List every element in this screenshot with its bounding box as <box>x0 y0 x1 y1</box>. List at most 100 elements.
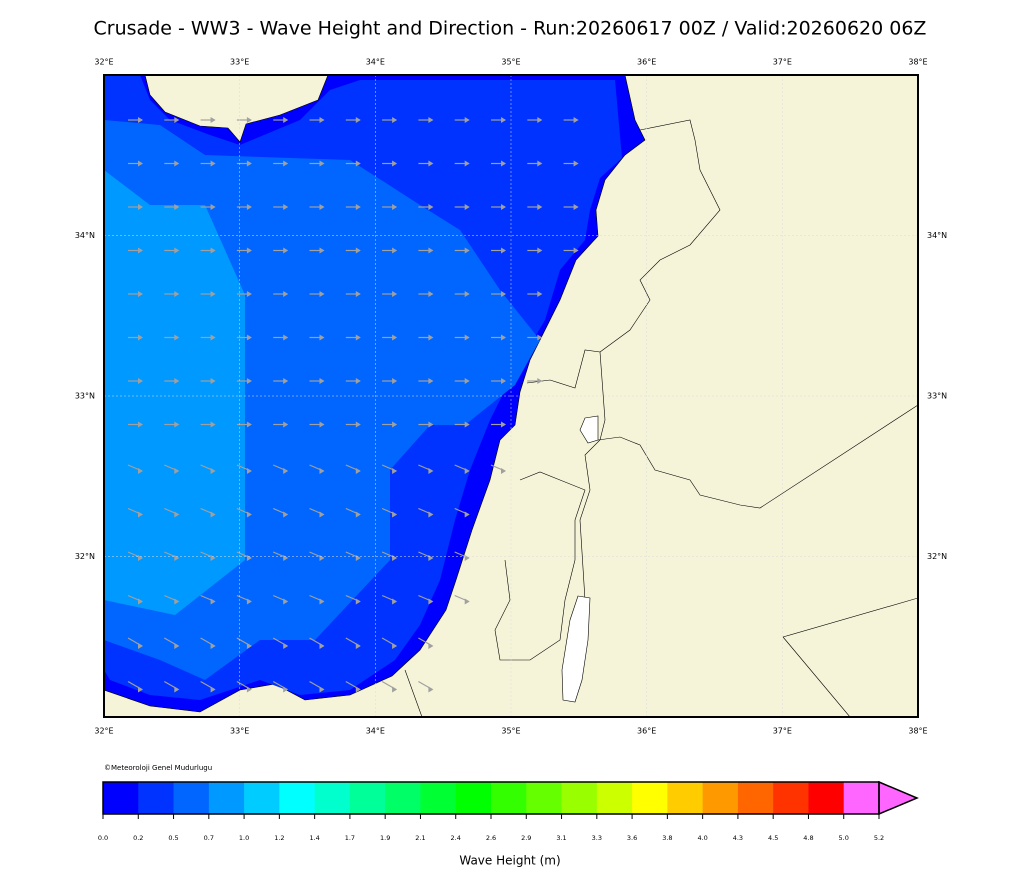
wave-arrow-head <box>319 643 325 649</box>
color-box <box>455 782 492 814</box>
wave-arrow-head <box>174 117 180 123</box>
lon-label: 37°E <box>773 727 792 736</box>
color-box <box>314 782 351 814</box>
wave-arrow-head <box>355 378 361 384</box>
colorbar-tick-label: 0.7 <box>204 834 214 842</box>
wave-arrow-head <box>464 598 470 605</box>
wave-arrow-head <box>283 598 289 605</box>
wave-arrow-head <box>174 204 180 210</box>
wave-arrow-head <box>392 511 398 518</box>
wave-arrow-head <box>174 511 180 518</box>
color-box <box>173 782 210 814</box>
color-box <box>632 782 668 814</box>
wave-arrow-head <box>283 291 289 297</box>
wave-arrow-head <box>319 334 325 341</box>
wave-arrow-head <box>283 421 289 428</box>
lon-label: 32°E <box>94 58 113 67</box>
wave-arrow-head <box>428 378 434 384</box>
wave-arrow-head <box>355 160 361 167</box>
wave-arrow-head <box>537 204 543 210</box>
map-frame <box>103 74 919 718</box>
wave-arrow-head <box>501 160 506 167</box>
wave-arrow-head <box>501 291 506 297</box>
wave-arrow-head <box>392 598 398 605</box>
wave-arrow-head <box>428 160 434 167</box>
lon-label: 33°E <box>230 58 249 67</box>
wave-arrow-head <box>428 117 434 123</box>
wave-arrow-head <box>138 378 143 384</box>
wave-arrow-head <box>246 421 252 428</box>
wave-arrow-head <box>355 686 361 693</box>
wave-arrow-head <box>138 291 143 297</box>
wave-arrow-head <box>537 334 543 341</box>
wave-arrow-head <box>428 686 434 693</box>
wave-arrow-head <box>464 117 470 123</box>
wave-arrow-head <box>464 204 470 210</box>
wave-arrow-head <box>319 378 325 384</box>
color-box <box>773 782 809 814</box>
wave-arrow-head <box>501 247 506 254</box>
color-box <box>138 782 175 814</box>
wave-arrow-head <box>392 204 398 210</box>
lon-label: 34°E <box>366 58 385 67</box>
wave-arrow-head <box>428 598 434 605</box>
lon-label: 35°E <box>501 727 520 736</box>
wave-arrow-head <box>174 555 180 561</box>
color-box <box>808 782 845 814</box>
wave-arrow-head <box>355 421 361 428</box>
wave-arrow-head <box>501 378 506 384</box>
wave-arrow-head <box>138 598 143 605</box>
colorbar: 0.0 0.2 0.5 0.7 1.0 1.2 1.4 1.7 1.9 2.1 2.4 2.6 2.9 3… <box>98 780 919 842</box>
wave-arrow-head <box>319 247 325 254</box>
wave-arrow-head <box>283 643 289 649</box>
wave-arrow-head <box>138 686 143 693</box>
wave-arrow-head <box>210 686 216 693</box>
wave-arrows <box>127 117 579 693</box>
lon-label: 36°E <box>637 58 656 67</box>
wave-arrow-head <box>138 555 143 561</box>
wave-arrow-head <box>392 247 398 254</box>
colorbar-tick-label: 3.3 <box>592 834 602 842</box>
wave-arrow-head <box>246 334 252 341</box>
wave-arrow-head <box>210 378 216 384</box>
wave-arrow-head <box>174 160 180 167</box>
wave-arrow-head <box>319 204 325 210</box>
wave-arrow-head <box>246 468 252 474</box>
wave-arrow-head <box>355 598 361 605</box>
wave-arrow-head <box>210 334 216 341</box>
wave-arrow-head <box>283 334 289 341</box>
wave-arrow-head <box>464 291 470 297</box>
wave-arrow-head <box>464 468 470 474</box>
lat-label: 34°N <box>75 231 95 240</box>
wave-arrow-head <box>464 511 470 518</box>
wave-arrow-head <box>138 643 143 649</box>
wave-arrow-head <box>464 421 470 428</box>
wave-arrow-head <box>319 598 325 605</box>
wave-arrow-head <box>573 204 579 210</box>
wave-arrow-head <box>428 291 434 297</box>
colorbar-tick-label: 3.8 <box>662 834 672 842</box>
lat-label: 33°N <box>927 392 947 401</box>
colorbar-tick-label: 0.0 <box>98 834 108 842</box>
wave-arrow-head <box>501 117 506 123</box>
wave-arrow-head <box>138 421 143 428</box>
colorbar-tick-label: 1.9 <box>380 834 390 842</box>
wave-arrow-head <box>283 468 289 474</box>
wave-arrow-head <box>246 204 252 210</box>
lat-label: 32°N <box>927 552 947 561</box>
wave-arrow-head <box>319 160 325 167</box>
color-box <box>420 782 457 814</box>
wave-arrow-head <box>174 468 180 474</box>
wave-arrow-head <box>464 334 470 341</box>
colorbar-tick-label: 1.0 <box>239 834 249 842</box>
wave-arrow-head <box>319 511 325 518</box>
color-box <box>737 782 774 814</box>
wave-arrow-head <box>210 204 216 210</box>
wave-arrow-head <box>210 247 216 254</box>
wave-arrow-head <box>355 291 361 297</box>
wave-arrow-head <box>573 160 579 167</box>
colorbar-tick-label: 0.5 <box>168 834 178 842</box>
colorbar-tick-label: 3.6 <box>627 834 637 842</box>
wave-arrow-head <box>319 468 325 474</box>
colorbar-tick-label: 2.6 <box>486 834 496 842</box>
